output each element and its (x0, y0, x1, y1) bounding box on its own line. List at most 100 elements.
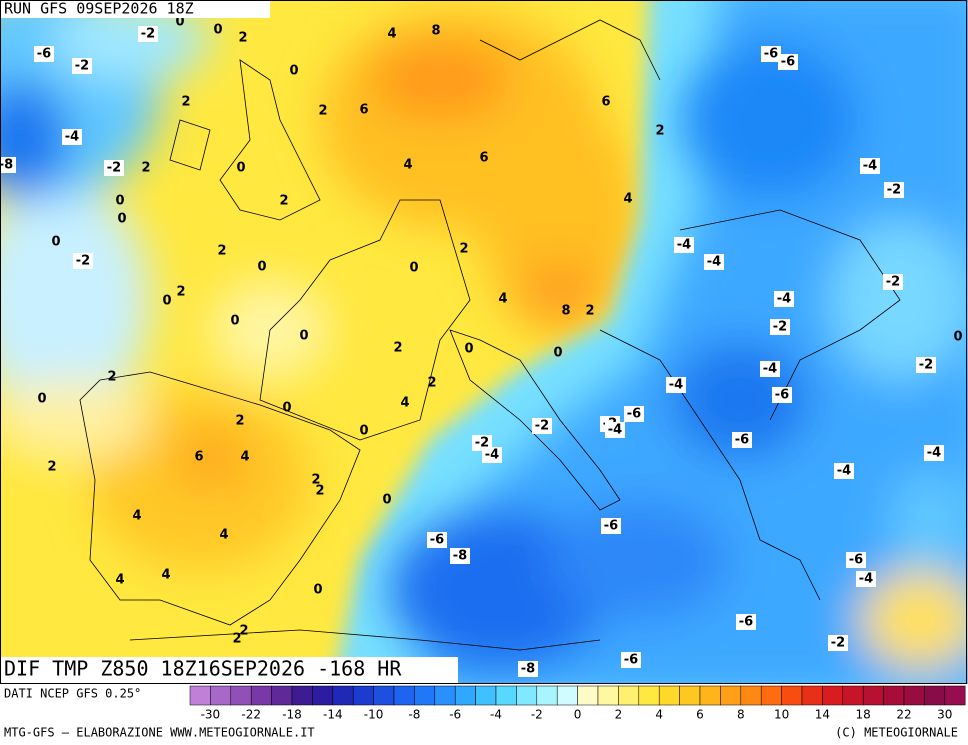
contour-label: 6 (359, 103, 368, 118)
contour-label: 4 (623, 192, 632, 207)
contour-label: 0 (289, 64, 298, 79)
run-label: RUN GFS 09SEP2026 18Z (4, 0, 194, 18)
colorbar-swatch (556, 685, 578, 706)
colorbar-label: 0 (574, 708, 582, 722)
contour-label: -2 (75, 59, 89, 74)
label-box (532, 418, 552, 434)
footer-right: (C) METEOGIORNALE (835, 726, 958, 740)
label-box (104, 160, 124, 176)
label-box (704, 254, 724, 270)
colorbar-swatch (658, 685, 680, 706)
colorbar-label: -6 (449, 708, 461, 722)
contour-label: -6 (781, 55, 795, 70)
contour-label: -4 (608, 423, 622, 438)
label-box (138, 26, 158, 42)
contour-label: -6 (775, 388, 789, 403)
colorbar-label: -8 (408, 708, 420, 722)
colorbar-label: 8 (737, 708, 745, 722)
contour-label: -2 (141, 27, 155, 42)
colorbar-swatch (393, 685, 415, 706)
colorbar-swatch (903, 685, 925, 706)
contour-label: -4 (65, 130, 79, 145)
footer-left: MTG-GFS — ELABORAZIONE WWW.METEOGIORNALE… (4, 726, 315, 740)
label-box (736, 614, 756, 630)
contour-label: 2 (141, 161, 150, 176)
contour-label: 2 (239, 624, 248, 639)
contour-label: 4 (498, 292, 507, 307)
contour-label: -8 (0, 158, 13, 173)
title-box (0, 657, 458, 684)
colorbar-swatch (414, 685, 436, 706)
colorbar-swatch (189, 685, 211, 706)
coastlines (79, 19, 901, 651)
contour-label: 4 (403, 158, 412, 173)
label-box (760, 361, 780, 377)
contour-label: 0 (409, 261, 418, 276)
contour-label: 2 (585, 304, 594, 319)
label-box (427, 532, 447, 548)
colorbar-swatch (842, 685, 864, 706)
colorbar-swatch (597, 685, 619, 706)
colorbar-swatch (291, 685, 313, 706)
label-box (72, 58, 92, 74)
contour-label: -6 (764, 47, 778, 62)
colorbar-swatch (618, 685, 640, 706)
contour-label: 2 (107, 370, 116, 385)
contour-label: 0 (51, 235, 60, 250)
colorbar-swatch (434, 685, 456, 706)
contour-label: 0 (213, 23, 222, 38)
label-box (834, 463, 854, 479)
colorbar-swatch (312, 685, 334, 706)
label-box (883, 274, 903, 290)
contour-label: -4 (485, 448, 499, 463)
contour-label: 0 (175, 15, 184, 30)
colorbar-label: 30 (937, 708, 952, 722)
label-box (924, 445, 944, 461)
colorbar-swatch (862, 685, 884, 706)
colorbar-label: -2 (531, 708, 543, 722)
contour-label: 6 (194, 450, 203, 465)
contour-label: -2 (886, 275, 900, 290)
colorbar-swatch (720, 685, 742, 706)
contour-label: -6 (849, 553, 863, 568)
contour-label: 6 (479, 151, 488, 166)
colorbar-swatch (332, 685, 354, 706)
contour-label: 2 (235, 414, 244, 429)
colorbar-label: 14 (815, 708, 830, 722)
colorbar-swatch (679, 685, 701, 706)
contour-label: -4 (863, 159, 877, 174)
colorbar-swatch (373, 685, 395, 706)
label-box (605, 422, 625, 438)
colorbar-swatch (924, 685, 946, 706)
contour-label: 0 (464, 342, 473, 357)
contour-label: -2 (535, 419, 549, 434)
colorbar-label: 2 (615, 708, 623, 722)
contour-label: -4 (763, 362, 777, 377)
contour-label: 2 (217, 244, 226, 259)
contour-label: 4 (219, 528, 228, 543)
contour-label: -2 (773, 320, 787, 335)
contour-label: 2 (655, 124, 664, 139)
contour-label: 0 (953, 330, 962, 345)
contour-label: 0 (282, 401, 291, 416)
contour-label: 8 (431, 24, 440, 39)
contour-label: 2 (232, 632, 241, 647)
contour-label: 0 (115, 194, 124, 209)
colorbar-swatch (210, 685, 232, 706)
colorbar-swatch (801, 685, 823, 706)
contour-label: 0 (313, 583, 322, 598)
contour-label: -8 (453, 549, 467, 564)
contour-label: -6 (37, 47, 51, 62)
colorbar-swatch (822, 685, 844, 706)
contour-label: 2 (393, 341, 402, 356)
label-box (624, 406, 644, 422)
colorbar-swatch (883, 685, 905, 706)
colorbar-label: 4 (655, 708, 663, 722)
colorbar-swatch (475, 685, 497, 706)
contour-label: -6 (430, 533, 444, 548)
label-box (770, 319, 790, 335)
contour-label: -2 (887, 183, 901, 198)
